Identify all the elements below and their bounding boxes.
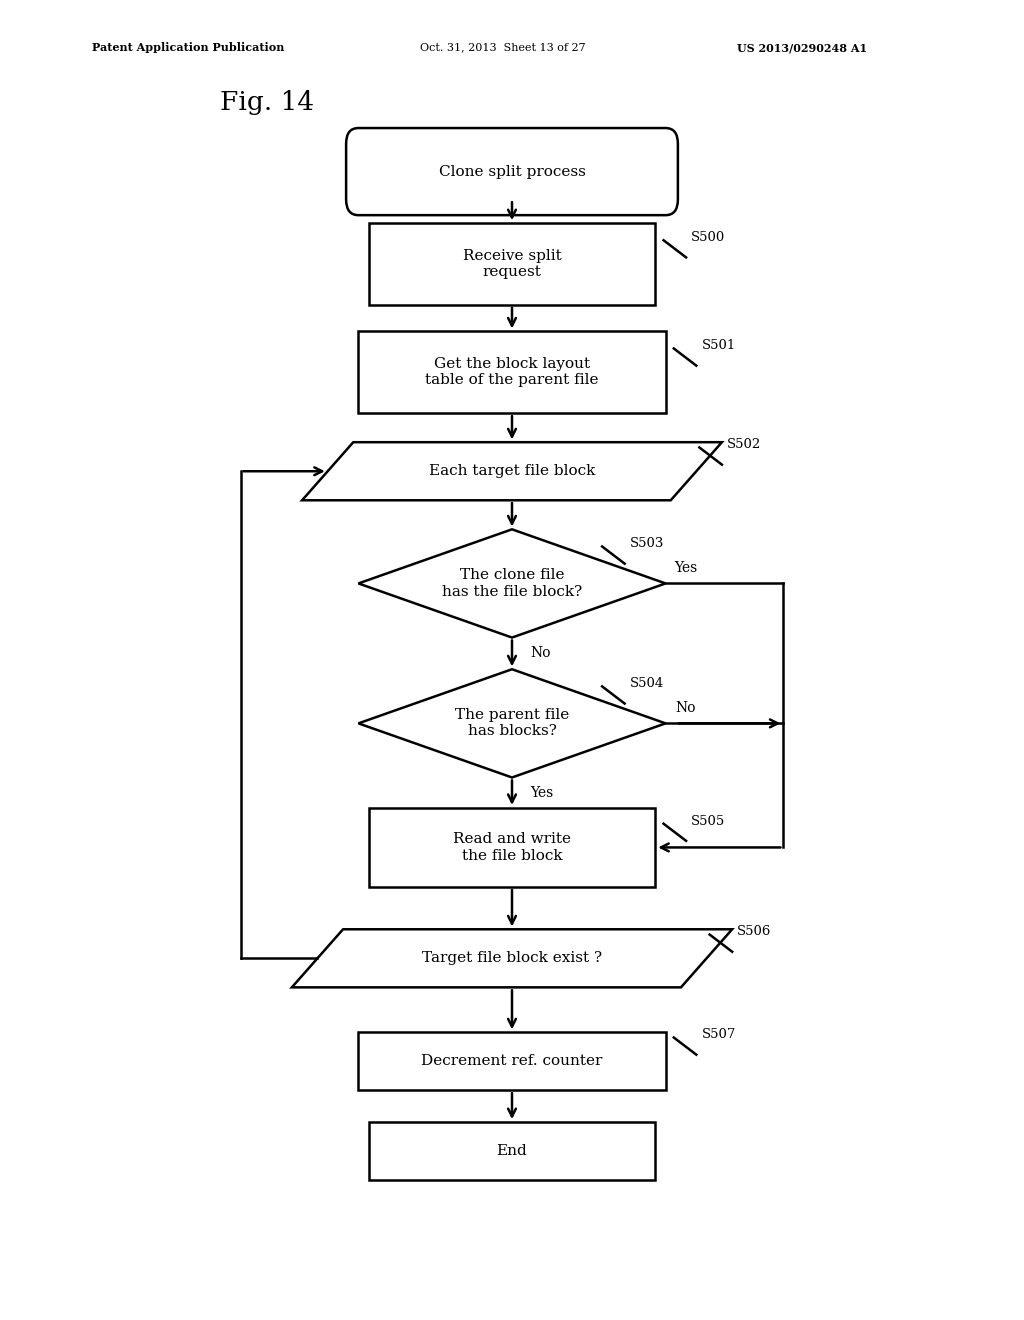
Text: Read and write
the file block: Read and write the file block bbox=[453, 833, 571, 862]
Text: Yes: Yes bbox=[674, 561, 697, 574]
Text: No: No bbox=[676, 701, 696, 714]
Text: No: No bbox=[530, 647, 551, 660]
Text: S505: S505 bbox=[691, 814, 725, 828]
Text: Yes: Yes bbox=[530, 785, 554, 800]
Polygon shape bbox=[358, 529, 666, 638]
Text: The parent file
has blocks?: The parent file has blocks? bbox=[455, 709, 569, 738]
Text: S501: S501 bbox=[701, 339, 735, 352]
Bar bbox=[358, 331, 666, 413]
Polygon shape bbox=[292, 929, 732, 987]
Text: Oct. 31, 2013  Sheet 13 of 27: Oct. 31, 2013 Sheet 13 of 27 bbox=[420, 42, 586, 53]
Polygon shape bbox=[302, 442, 722, 500]
Text: S506: S506 bbox=[737, 925, 772, 939]
Text: Target file block exist ?: Target file block exist ? bbox=[422, 952, 602, 965]
Text: Get the block layout
table of the parent file: Get the block layout table of the parent… bbox=[425, 358, 599, 387]
Text: End: End bbox=[497, 1144, 527, 1158]
Text: Fig. 14: Fig. 14 bbox=[220, 91, 314, 115]
Text: US 2013/0290248 A1: US 2013/0290248 A1 bbox=[737, 42, 867, 53]
Text: Clone split process: Clone split process bbox=[438, 165, 586, 178]
Text: S502: S502 bbox=[727, 438, 761, 451]
Text: The clone file
has the file block?: The clone file has the file block? bbox=[442, 569, 582, 598]
Text: Receive split
request: Receive split request bbox=[463, 249, 561, 279]
Polygon shape bbox=[358, 669, 666, 777]
Text: Each target file block: Each target file block bbox=[429, 465, 595, 478]
Bar bbox=[369, 808, 655, 887]
Text: Decrement ref. counter: Decrement ref. counter bbox=[421, 1055, 603, 1068]
Text: S504: S504 bbox=[630, 677, 664, 690]
Text: S503: S503 bbox=[630, 537, 665, 550]
FancyBboxPatch shape bbox=[346, 128, 678, 215]
Text: Patent Application Publication: Patent Application Publication bbox=[92, 42, 285, 53]
Bar bbox=[369, 1122, 655, 1180]
Bar bbox=[358, 1032, 666, 1090]
Text: S500: S500 bbox=[691, 231, 725, 244]
Text: S507: S507 bbox=[701, 1028, 736, 1041]
Bar bbox=[369, 223, 655, 305]
